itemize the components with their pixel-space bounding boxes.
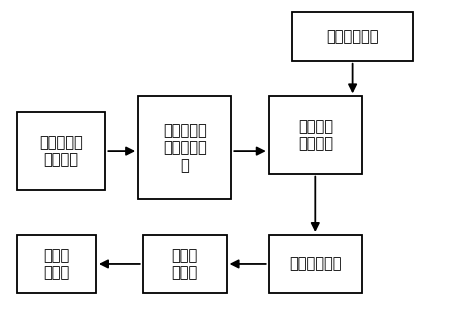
Bar: [143, 235, 227, 293]
Bar: [17, 235, 96, 293]
Text: 脉宽识别
放大电路: 脉宽识别 放大电路: [298, 119, 333, 151]
Bar: [292, 12, 413, 61]
Text: 方位和
舵信号: 方位和 舵信号: [43, 248, 69, 280]
Text: 信号处
理电路: 信号处 理电路: [171, 248, 198, 280]
Text: 脉冲宽度编
码激光器: 脉冲宽度编 码激光器: [39, 135, 83, 167]
Text: 双四象限雪
崩光电二极
管: 双四象限雪 崩光电二极 管: [163, 123, 207, 173]
Bar: [138, 96, 231, 199]
Bar: [269, 96, 362, 174]
Text: 编码宽度选择: 编码宽度选择: [326, 29, 379, 44]
Bar: [269, 235, 362, 293]
Bar: [17, 113, 105, 190]
Text: 脉冲合成电路: 脉冲合成电路: [289, 256, 342, 272]
